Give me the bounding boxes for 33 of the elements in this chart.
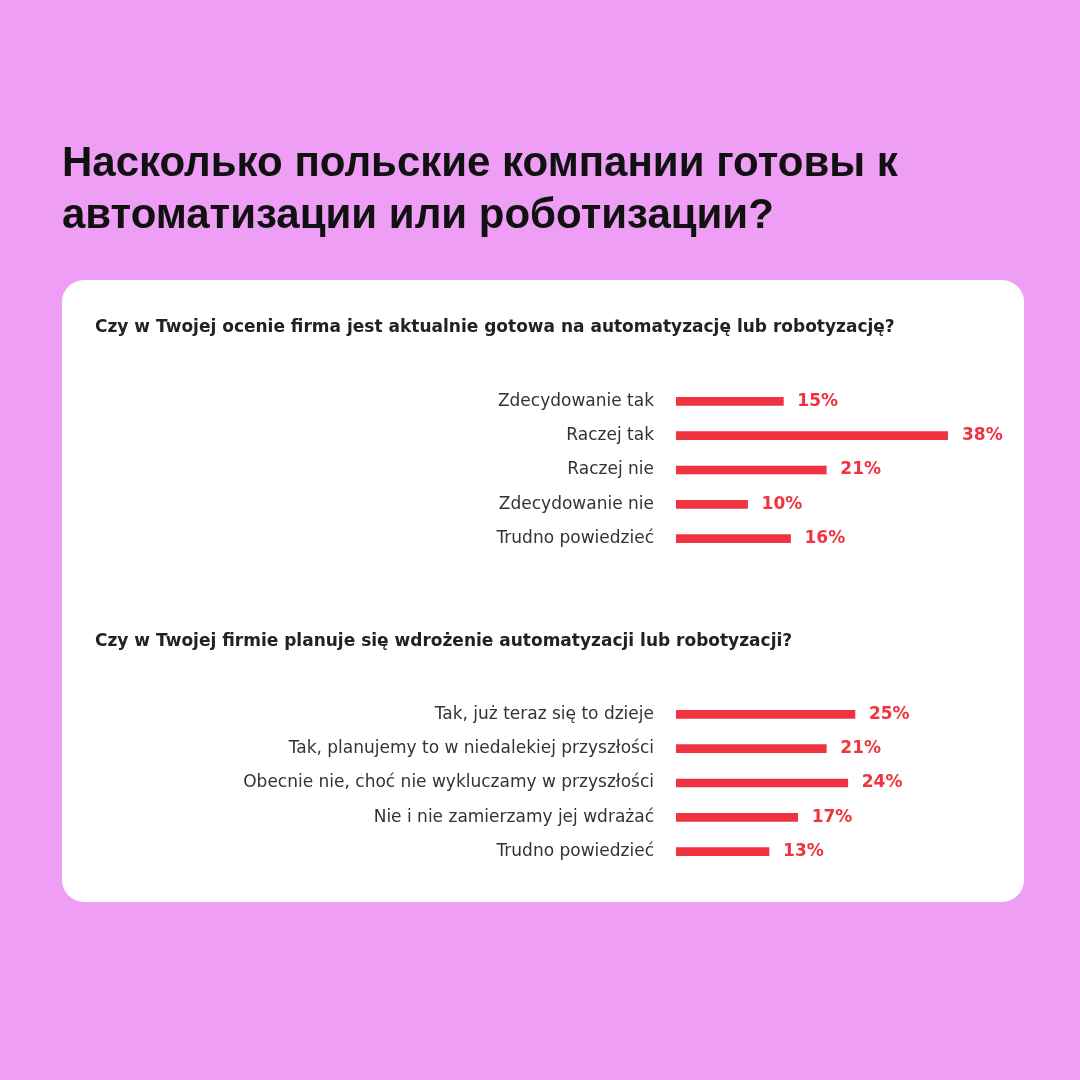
data-label: 21% bbox=[840, 737, 882, 758]
text: Czy w Twojej firmie planuje się wdrożenie automatyzacji lub robotyzacji? bbox=[95, 630, 793, 650]
y-tick-label: Nie i nie zamierzamy jej wdrażać bbox=[373, 805, 654, 826]
bar bbox=[676, 397, 784, 406]
bar bbox=[676, 534, 791, 543]
data-label: 16% bbox=[804, 527, 846, 548]
bar bbox=[676, 744, 827, 754]
data-label: 17% bbox=[811, 805, 853, 826]
bar bbox=[676, 812, 799, 822]
y-tick-label: Trudno powiedzieć bbox=[495, 840, 654, 861]
data-label: 24% bbox=[861, 771, 903, 792]
bar bbox=[676, 465, 827, 475]
bar bbox=[676, 431, 948, 441]
bar bbox=[676, 778, 849, 788]
data-label: 13% bbox=[783, 840, 824, 861]
data-label: 21% bbox=[840, 458, 882, 479]
bar bbox=[676, 847, 770, 856]
data-label: 10% bbox=[761, 492, 803, 513]
data-label: 15% bbox=[797, 389, 839, 410]
y-tick-label: Raczej nie bbox=[567, 458, 654, 479]
y-tick-label: Tak, planujemy to w niedalekiej przyszłości bbox=[287, 737, 654, 758]
chart-title: Насколько польские компании готовы к автоматизации или роботизации? bbox=[62, 137, 899, 239]
text: Czy w Twojej ocenie firma jest aktualnie gotowa na automatyzację lub robotyzację? bbox=[95, 316, 895, 336]
bar bbox=[676, 710, 856, 719]
data-label: 38% bbox=[962, 424, 1003, 445]
y-tick-label: Trudno powiedzieć bbox=[495, 527, 654, 548]
y-tick-label: Obecnie nie, choć nie wykluczamy w przyszłości bbox=[243, 771, 654, 792]
y-tick-label: Zdecydowanie nie bbox=[498, 492, 654, 513]
y-tick-label: Tak, już teraz się to dzieje bbox=[433, 702, 654, 723]
y-tick-label: Raczej tak bbox=[566, 424, 655, 445]
bar bbox=[676, 499, 748, 509]
y-tick-label: Zdecydowanie tak bbox=[497, 389, 655, 410]
data-label: 25% bbox=[868, 702, 910, 723]
